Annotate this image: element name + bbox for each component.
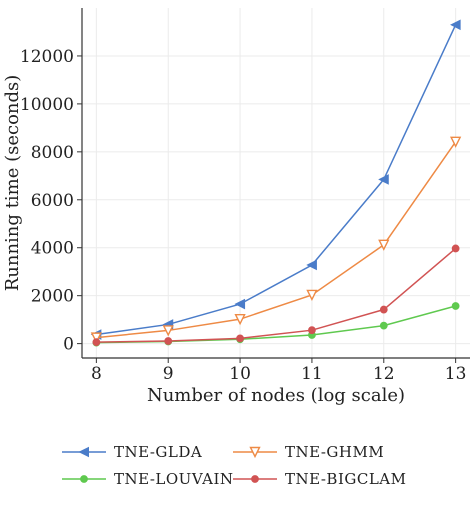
series-3 — [92, 244, 460, 347]
x-tick-label: 9 — [163, 364, 174, 384]
x-axis-label: Number of nodes (log scale) — [147, 385, 405, 406]
x-tick-label: 13 — [445, 364, 467, 384]
series-line — [96, 24, 457, 336]
legend-label: TNE-BIGCLAM — [285, 470, 407, 488]
data-point — [451, 302, 460, 310]
series-1 — [90, 136, 462, 344]
data-point — [308, 326, 316, 335]
legend-item: TNE-LOUVAIN — [62, 470, 234, 488]
grid — [82, 8, 470, 358]
data-point — [234, 313, 246, 326]
legend-marker — [78, 446, 89, 458]
data-point — [306, 259, 317, 271]
legend-item: TNE-BIGCLAM — [233, 470, 407, 488]
x-tick-label: 12 — [373, 364, 395, 384]
data-point — [306, 289, 318, 302]
legend-label: TNE-GLDA — [114, 443, 202, 461]
data-point — [90, 332, 103, 344]
y-axis-label: Running time (seconds) — [2, 75, 23, 292]
data-point — [451, 244, 460, 253]
legend: TNE-GLDA TNE-LOUVAIN TNE-GHMM TNE-BIGCLAM — [62, 443, 407, 488]
y-tick-label: 10000 — [20, 95, 74, 115]
data-point — [378, 174, 389, 185]
y-tick-label: 0 — [63, 335, 74, 355]
x-tick-label: 11 — [301, 364, 323, 384]
data-point — [379, 305, 388, 314]
legend-marker — [80, 475, 88, 483]
legend-label: TNE-GHMM — [285, 443, 384, 461]
x-tick-label: 10 — [229, 364, 251, 384]
y-tick-label: 2000 — [31, 287, 74, 307]
legend-item: TNE-GHMM — [233, 443, 384, 461]
series-layer — [90, 19, 462, 347]
legend-marker — [251, 475, 259, 483]
data-point — [92, 338, 101, 347]
data-point — [164, 337, 173, 345]
y-tick-label: 12000 — [20, 47, 74, 67]
x-tick-label: 8 — [91, 364, 102, 384]
axes: 8 9 10 11 12 13 0 2000 4000 6000 8000 10000 12000 — [20, 8, 470, 384]
y-tick-label: 4000 — [31, 239, 74, 259]
legend-label: TNE-LOUVAIN — [114, 470, 234, 488]
data-point — [162, 325, 174, 337]
data-point — [450, 19, 461, 31]
y-tick-label: 6000 — [31, 191, 74, 211]
data-point — [234, 298, 246, 310]
series-line — [96, 247, 457, 343]
plot-area — [82, 8, 470, 358]
data-point — [236, 334, 244, 343]
data-point — [379, 321, 388, 330]
data-point — [449, 136, 462, 148]
y-tick-label: 8000 — [31, 143, 74, 163]
data-point — [378, 239, 390, 251]
legend-item: TNE-GLDA — [62, 443, 202, 461]
legend-marker — [249, 446, 261, 459]
series-line — [96, 141, 457, 339]
